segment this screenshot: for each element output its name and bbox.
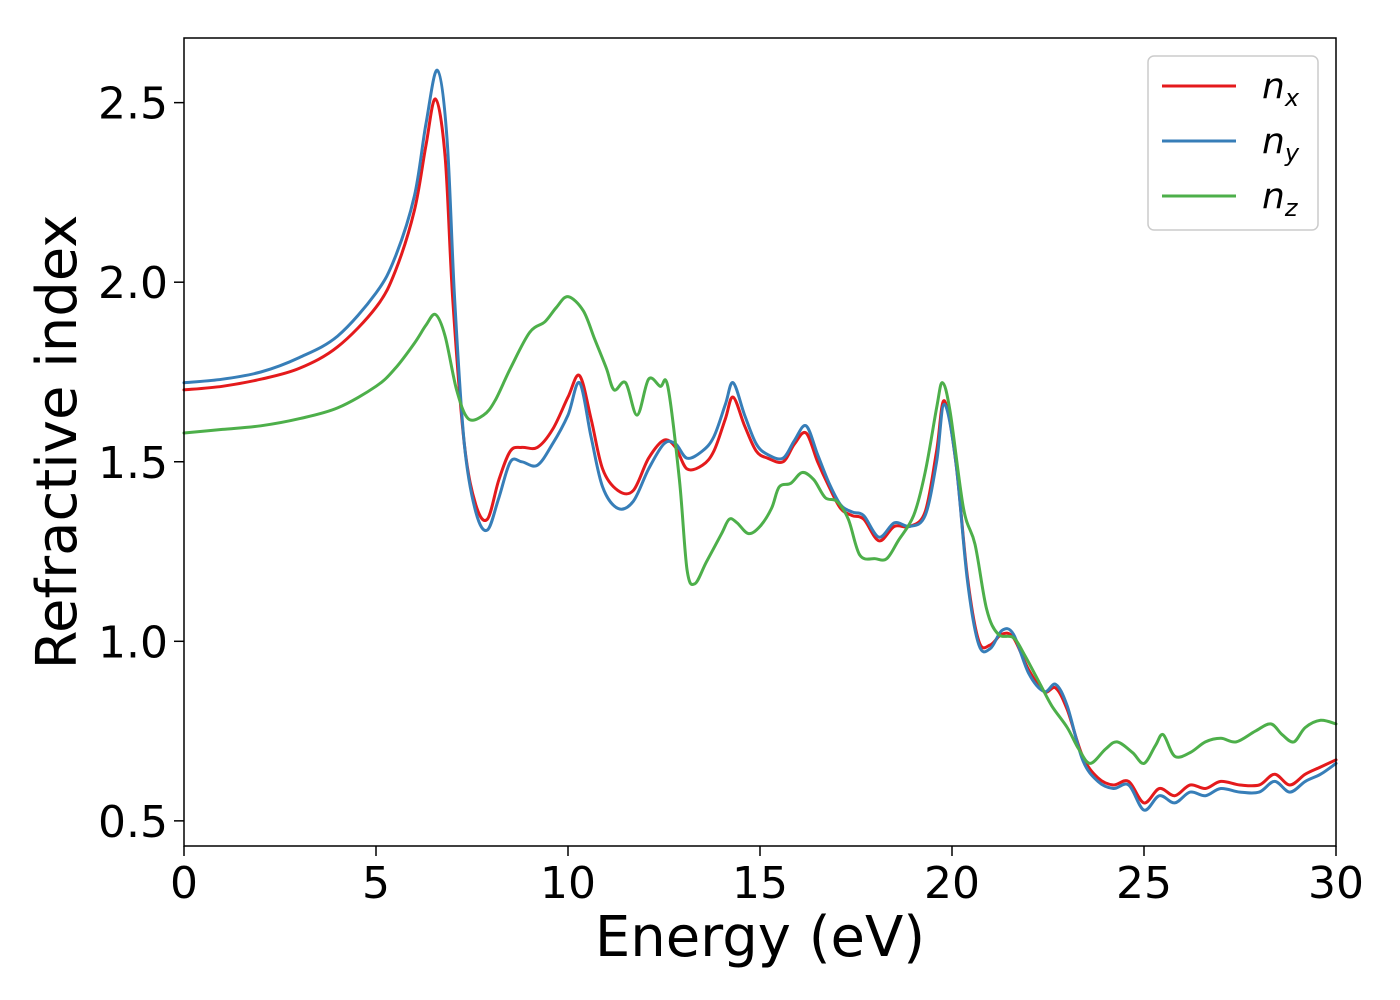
y-tick-label: 2.0 bbox=[98, 258, 168, 309]
y-axis-ticks: 0.5 1.0 1.5 2.0 2.5 bbox=[98, 79, 184, 848]
legend-box bbox=[1147, 55, 1319, 231]
x-tick-label: 0 bbox=[170, 858, 198, 909]
series-line-y bbox=[182, 68, 1338, 812]
series-line-z bbox=[182, 295, 1338, 765]
y-tick-label: 0.5 bbox=[98, 797, 168, 848]
legend-label-x: nx bbox=[1262, 66, 1300, 112]
x-tick-label: 10 bbox=[540, 858, 596, 909]
x-tick-label: 25 bbox=[1116, 858, 1172, 909]
x-axis-ticks: 0 5 10 15 20 25 30 bbox=[170, 846, 1364, 909]
x-tick-label: 30 bbox=[1308, 858, 1364, 909]
series-group bbox=[182, 68, 1338, 812]
x-axis-title: Energy (eV) bbox=[595, 905, 925, 970]
y-tick-label: 1.0 bbox=[98, 617, 168, 668]
y-tick-label: 2.5 bbox=[98, 79, 168, 130]
legend: nx ny nz bbox=[1147, 55, 1319, 231]
y-axis-title: Refractive index bbox=[25, 215, 90, 670]
y-tick-label: 1.5 bbox=[98, 438, 168, 489]
legend-label-y: ny bbox=[1262, 121, 1300, 167]
plot-background bbox=[184, 38, 1336, 846]
x-tick-label: 5 bbox=[362, 858, 390, 909]
x-tick-label: 20 bbox=[924, 858, 980, 909]
legend-label-z: nz bbox=[1262, 176, 1299, 222]
x-tick-label: 15 bbox=[732, 858, 788, 909]
